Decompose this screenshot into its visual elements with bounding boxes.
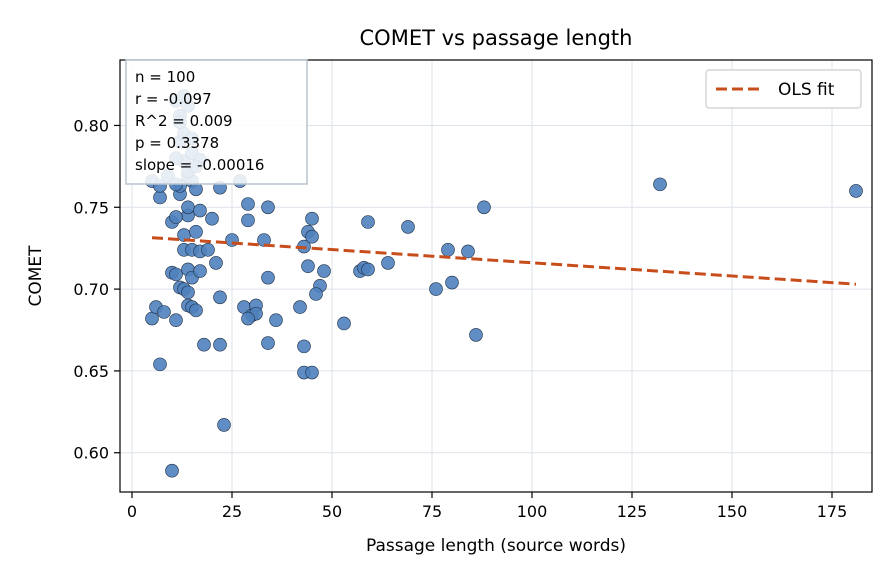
scatter-point <box>361 262 375 277</box>
x-tick-label: 125 <box>617 502 648 521</box>
scatter-point <box>169 313 183 327</box>
scatter-point <box>461 244 475 259</box>
y-tick-label: 0.60 <box>73 444 109 463</box>
x-axis-label: Passage length (source words) <box>366 536 626 556</box>
stats-slope: slope = -0.00016 <box>135 156 264 174</box>
y-tick-label: 0.65 <box>73 362 109 381</box>
legend-frame <box>705 69 862 109</box>
ols-fit-line <box>151 236 857 286</box>
scatter-point <box>241 311 255 326</box>
legend-ols-fit-label: OLS fit <box>778 80 835 100</box>
x-tick-label: 150 <box>717 502 748 521</box>
scatter-point <box>301 259 315 273</box>
scatter-point <box>305 365 319 380</box>
scatter-point <box>429 282 443 296</box>
scatter-point <box>849 184 863 198</box>
x-axis: 0 25 50 75 100 125 150 175 <box>127 492 847 521</box>
scatter-point <box>157 305 171 319</box>
scatter-point <box>361 215 375 229</box>
x-tick-label: 175 <box>817 502 848 521</box>
stats-n: n = 100 <box>135 68 195 86</box>
scatter-point <box>201 243 215 257</box>
scatter-point <box>169 210 183 224</box>
scatter-point <box>181 285 195 300</box>
scatter-point <box>269 313 283 327</box>
scatter-point <box>261 270 275 285</box>
x-tick-label: 100 <box>517 502 548 521</box>
scatter-point <box>261 336 275 350</box>
chart-title: COMET vs passage length <box>360 26 633 50</box>
scatter-point <box>337 316 351 331</box>
scatter-point <box>165 463 179 478</box>
scatter-point <box>209 256 223 270</box>
scatter-point <box>213 290 227 305</box>
x-tick-label: 0 <box>127 502 137 521</box>
y-tick-label: 0.75 <box>73 198 109 217</box>
scatter-point <box>205 211 219 226</box>
scatter-point <box>469 328 483 342</box>
stats-box: n = 100 r = -0.097 R^2 = 0.009 p = 0.337… <box>125 59 308 185</box>
scatter-point <box>309 287 323 301</box>
scatter-point <box>381 256 395 270</box>
plot-area <box>119 59 873 493</box>
x-tick-label: 50 <box>322 502 342 521</box>
scatter-point <box>153 190 167 205</box>
scatter-point <box>169 267 183 282</box>
scatter-point <box>401 220 415 234</box>
y-tick-label: 0.80 <box>73 116 109 135</box>
scatter-point <box>197 337 211 352</box>
scatter-point <box>297 339 311 354</box>
scatter-point <box>181 200 195 215</box>
scatter-point <box>189 303 203 318</box>
x-tick-label: 75 <box>422 502 442 521</box>
scatter-point <box>145 311 159 326</box>
scatter-point <box>261 200 275 215</box>
scatter-point <box>293 300 307 314</box>
scatter-point <box>653 177 667 192</box>
scatter-point <box>193 264 207 278</box>
scatter-point <box>213 337 227 352</box>
stats-p: p = 0.3378 <box>135 134 219 152</box>
stats-r2: R^2 = 0.009 <box>135 112 233 130</box>
scatter-point <box>305 211 319 226</box>
scatter-point <box>317 264 331 278</box>
legend: OLS fit <box>705 69 862 109</box>
scatter-point <box>153 357 167 372</box>
x-tick-label: 25 <box>222 502 242 521</box>
y-axis: 0.60 0.65 0.70 0.75 0.80 <box>73 116 120 463</box>
scatter-point <box>477 200 491 215</box>
y-axis-label: COMET <box>26 245 46 307</box>
stats-r: r = -0.097 <box>135 90 212 108</box>
scatter-point <box>189 225 203 239</box>
y-tick-label: 0.70 <box>73 280 109 299</box>
stats-box-frame <box>125 59 308 185</box>
scatter-point <box>241 197 255 211</box>
scatter-point <box>193 203 207 218</box>
scatter-point <box>441 243 455 257</box>
scatter-point <box>241 213 255 228</box>
scatter-point <box>217 418 231 432</box>
scatter-point <box>445 275 459 290</box>
scatter-point <box>305 229 319 244</box>
